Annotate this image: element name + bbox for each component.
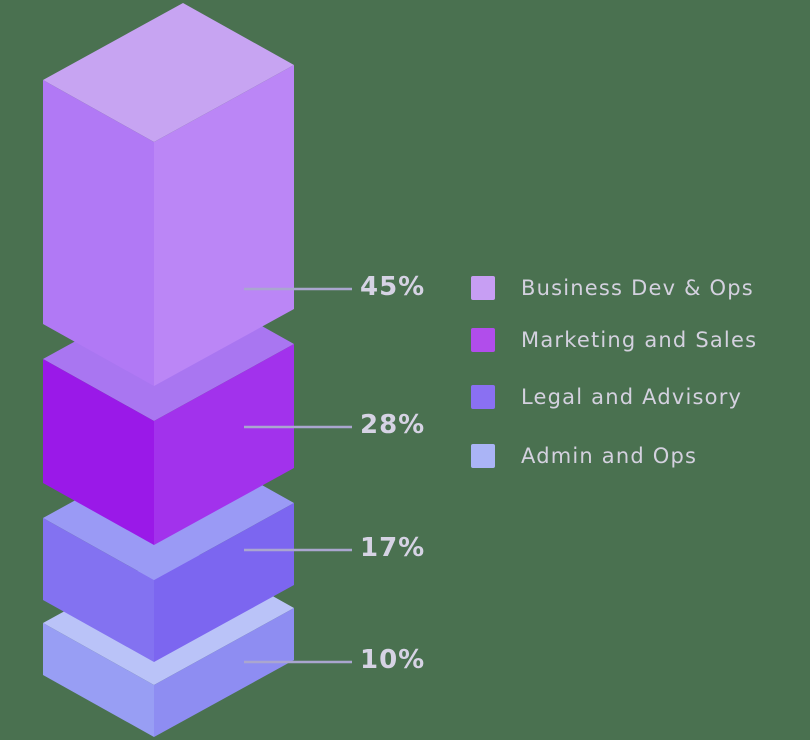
- segment-admin-and-ops-right-face: [154, 608, 294, 737]
- segment-business-dev-ops-left-face: [43, 80, 154, 386]
- segment-admin-and-ops-left-face: [43, 623, 154, 737]
- value-label-admin-and-ops: 10%: [360, 645, 425, 675]
- segment-business-dev-ops-top-face: [43, 3, 294, 142]
- segment-marketing-and-sales-left-face: [43, 359, 154, 545]
- segment-legal-and-advisory-left-face: [43, 518, 154, 662]
- value-label-legal-and-advisory: 17%: [360, 533, 425, 563]
- value-label-business-dev-ops: 45%: [360, 272, 425, 302]
- segment-legal-and-advisory-right-face: [154, 503, 294, 662]
- segment-business-dev-ops-right-face: [154, 65, 294, 386]
- value-label-marketing-and-sales: 28%: [360, 410, 425, 440]
- segment-marketing-and-sales-right-face: [154, 344, 294, 545]
